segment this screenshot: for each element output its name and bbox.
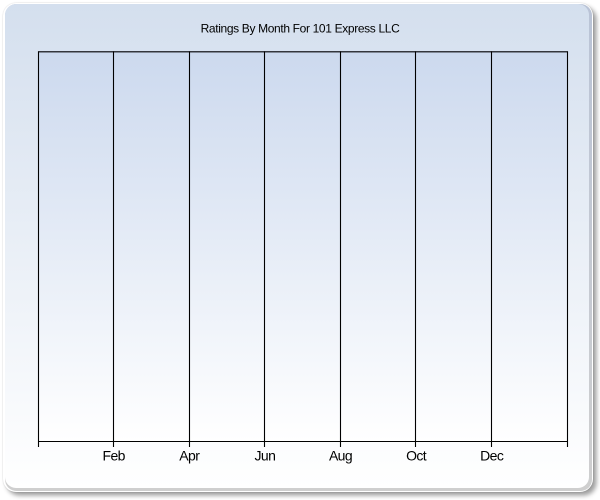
svg-text:Oct: Oct <box>406 448 427 464</box>
svg-text:Aug: Aug <box>329 448 352 464</box>
svg-text:Apr: Apr <box>179 448 200 464</box>
svg-text:Feb: Feb <box>103 448 126 464</box>
svg-text:Dec: Dec <box>480 448 504 464</box>
svg-text:Ratings By Month For 101 Expre: Ratings By Month For 101 Express LLC <box>201 21 401 35</box>
svg-text:Jun: Jun <box>255 448 276 464</box>
